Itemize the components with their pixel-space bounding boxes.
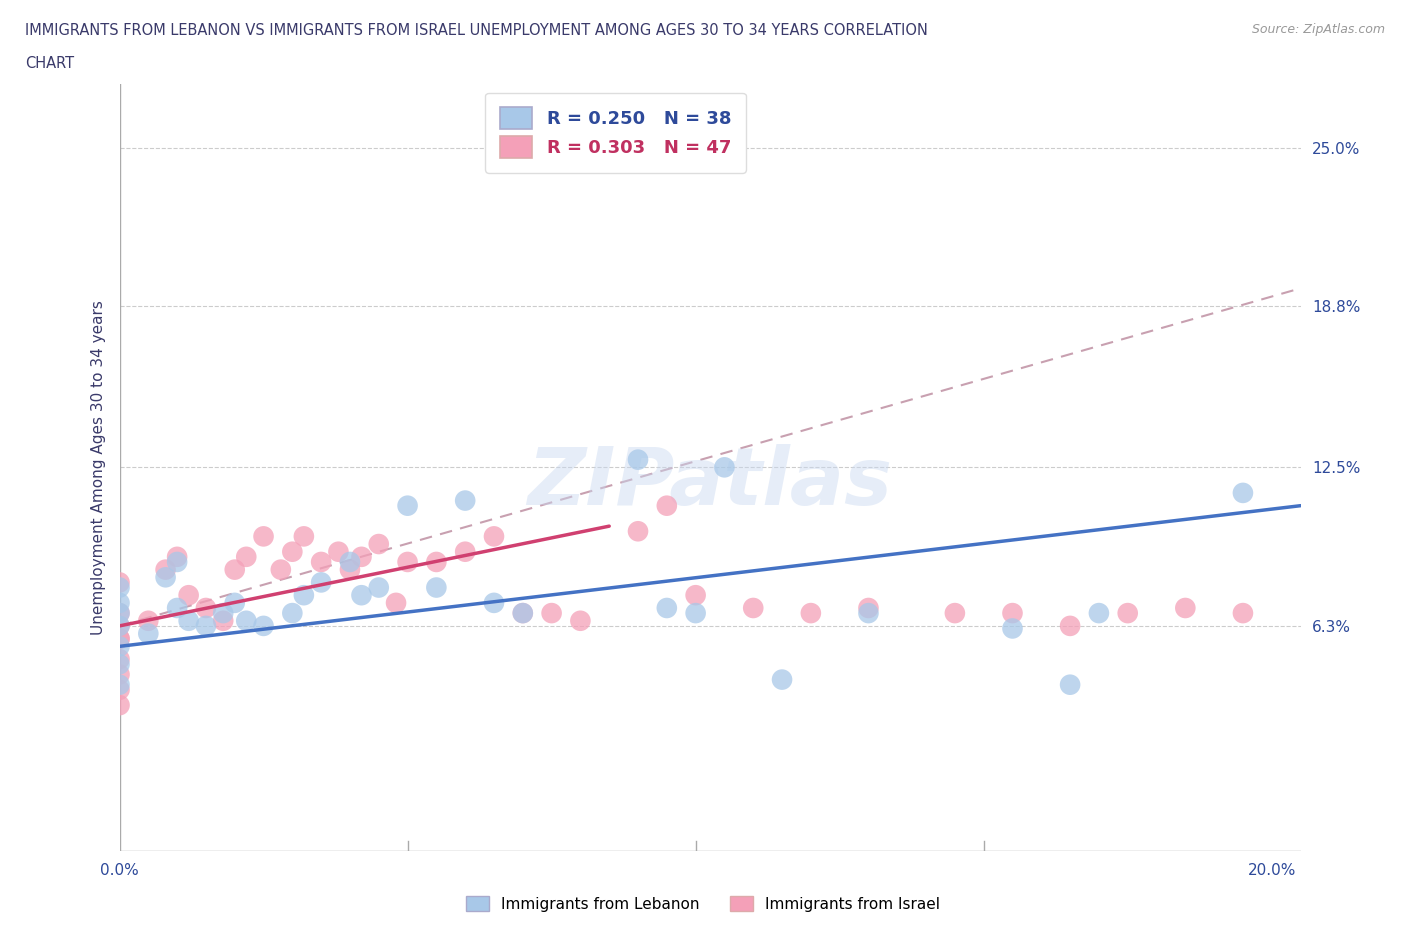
- Point: [1375, 217, 1398, 232]
- Point: [108, 605, 131, 620]
- Point: [858, 605, 880, 620]
- Point: [166, 550, 188, 565]
- Point: [512, 605, 534, 620]
- Point: [339, 554, 361, 569]
- Point: [108, 605, 131, 620]
- Point: [194, 601, 217, 616]
- Point: [367, 537, 389, 551]
- Point: [166, 554, 188, 569]
- Point: [454, 544, 477, 559]
- Point: [512, 605, 534, 620]
- Point: [742, 601, 765, 616]
- Point: [425, 580, 447, 595]
- Point: [328, 544, 350, 559]
- Point: [252, 618, 274, 633]
- Point: [224, 595, 246, 610]
- Point: [367, 580, 389, 595]
- Point: [1232, 605, 1254, 620]
- Text: ZIPatlas: ZIPatlas: [527, 444, 893, 522]
- Point: [194, 618, 217, 633]
- Point: [177, 588, 200, 603]
- Point: [108, 618, 131, 633]
- Point: [943, 605, 966, 620]
- Point: [350, 550, 373, 565]
- Point: [627, 524, 650, 538]
- Point: [1001, 605, 1024, 620]
- Point: [425, 554, 447, 569]
- Y-axis label: Unemployment Among Ages 30 to 34 years: Unemployment Among Ages 30 to 34 years: [90, 299, 105, 635]
- Point: [108, 667, 131, 682]
- Point: [235, 550, 257, 565]
- Point: [108, 657, 131, 671]
- Text: IMMIGRANTS FROM LEBANON VS IMMIGRANTS FROM ISRAEL UNEMPLOYMENT AMONG AGES 30 TO : IMMIGRANTS FROM LEBANON VS IMMIGRANTS FR…: [25, 23, 928, 38]
- Point: [108, 652, 131, 667]
- Point: [540, 605, 562, 620]
- Point: [1174, 601, 1197, 616]
- Point: [108, 631, 131, 646]
- Point: [1232, 485, 1254, 500]
- Point: [108, 631, 131, 646]
- Point: [108, 683, 131, 698]
- Point: [685, 588, 707, 603]
- Point: [800, 605, 823, 620]
- Point: [108, 677, 131, 692]
- Point: [655, 601, 678, 616]
- Point: [136, 614, 159, 629]
- Point: [212, 605, 235, 620]
- Point: [713, 460, 735, 475]
- Point: [136, 626, 159, 641]
- Point: [281, 605, 304, 620]
- Point: [108, 639, 131, 654]
- Point: [1059, 677, 1081, 692]
- Legend: R = 0.250   N = 38, R = 0.303   N = 47: R = 0.250 N = 38, R = 0.303 N = 47: [485, 93, 745, 173]
- Point: [108, 580, 131, 595]
- Point: [482, 595, 505, 610]
- Point: [350, 588, 373, 603]
- Point: [1116, 605, 1139, 620]
- Text: Source: ZipAtlas.com: Source: ZipAtlas.com: [1251, 23, 1385, 36]
- Point: [1059, 618, 1081, 633]
- Point: [685, 605, 707, 620]
- Point: [770, 672, 793, 687]
- Point: [108, 575, 131, 590]
- Point: [396, 554, 419, 569]
- Point: [224, 562, 246, 577]
- Point: [281, 544, 304, 559]
- Point: [339, 562, 361, 577]
- Point: [1088, 605, 1111, 620]
- Point: [385, 595, 408, 610]
- Point: [252, 529, 274, 544]
- Point: [108, 595, 131, 610]
- Point: [235, 614, 257, 629]
- Point: [166, 601, 188, 616]
- Text: CHART: CHART: [25, 56, 75, 71]
- Point: [212, 614, 235, 629]
- Point: [858, 601, 880, 616]
- Point: [309, 554, 332, 569]
- Point: [270, 562, 292, 577]
- Point: [627, 452, 650, 467]
- Point: [155, 570, 177, 585]
- Point: [569, 614, 592, 629]
- Point: [155, 562, 177, 577]
- Point: [655, 498, 678, 513]
- Point: [108, 698, 131, 712]
- Point: [292, 529, 315, 544]
- Point: [292, 588, 315, 603]
- Point: [482, 529, 505, 544]
- Point: [309, 575, 332, 590]
- Point: [108, 618, 131, 633]
- Point: [396, 498, 419, 513]
- Point: [454, 493, 477, 508]
- Point: [177, 614, 200, 629]
- Legend: Immigrants from Lebanon, Immigrants from Israel: Immigrants from Lebanon, Immigrants from…: [460, 889, 946, 918]
- Point: [1001, 621, 1024, 636]
